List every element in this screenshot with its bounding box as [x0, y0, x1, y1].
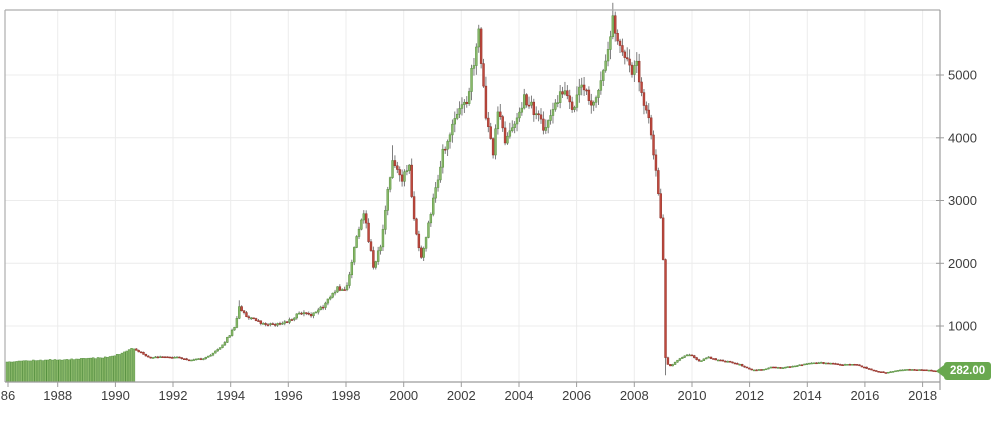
x-axis-label: 1990 [101, 388, 130, 403]
y-axis-label: 3000 [948, 193, 977, 208]
y-axis-label: 5000 [948, 68, 977, 83]
grid-layer [5, 10, 940, 382]
x-axis-label: 2012 [735, 388, 764, 403]
y-axis-label: 1000 [948, 319, 977, 334]
x-axis-label: 1988 [43, 388, 72, 403]
x-axis-label: 2018 [908, 388, 937, 403]
x-axis-label: 2002 [447, 388, 476, 403]
x-axis-label: 2004 [505, 388, 534, 403]
x-axis-label: 2014 [793, 388, 822, 403]
x-axis-label: 1994 [216, 388, 245, 403]
x-axis: 86 1988 1990 1992 1994 1996 1998 2000 2002 2004 20… [1, 382, 937, 403]
x-axis-label: 2010 [678, 388, 707, 403]
x-axis-label: 86 [1, 388, 15, 403]
x-axis-label: 1996 [274, 388, 303, 403]
x-axis-label: 2000 [389, 388, 418, 403]
chart-frame [4, 9, 941, 390]
x-axis-label: 2006 [562, 388, 591, 403]
last-price-tag: 282.00 [936, 362, 992, 380]
x-axis-label: 2016 [850, 388, 879, 403]
x-axis-label: 2008 [620, 388, 649, 403]
x-axis-label: 1992 [159, 388, 188, 403]
price-tag-arrow-icon [936, 365, 944, 377]
last-price-value: 282.00 [950, 365, 986, 377]
y-axis: 1000 2000 3000 4000 5000 [936, 68, 977, 334]
x-axis-label: 1998 [332, 388, 361, 403]
y-axis-label: 2000 [948, 256, 977, 271]
candles-layer [5, 2, 940, 383]
y-axis-label: 4000 [948, 130, 977, 145]
